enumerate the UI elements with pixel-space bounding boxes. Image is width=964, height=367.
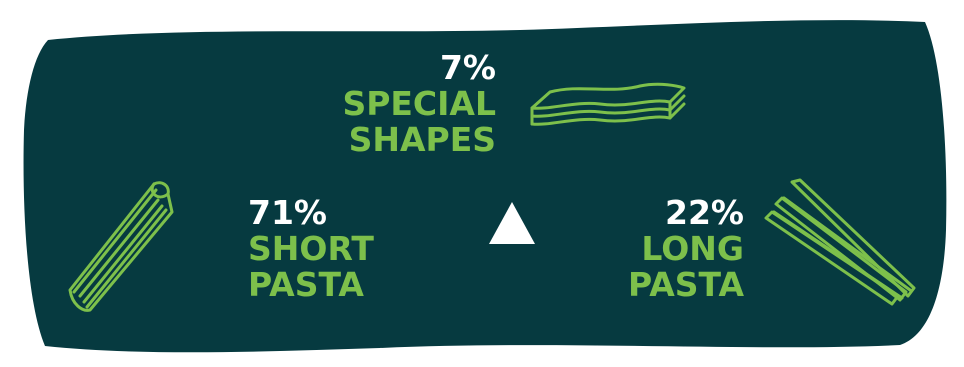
special-shapes-stat: 7% SPECIAL SHAPES (340, 50, 496, 158)
special-shapes-percent: 7% (439, 48, 496, 87)
short-pasta-percent: 71% (248, 193, 327, 232)
short-pasta-label-line1: SHORT (248, 229, 374, 268)
special-shapes-label-line1: SPECIAL (342, 84, 496, 123)
triangle-icon (489, 202, 535, 244)
long-pasta-label-line1: LONG (641, 229, 744, 268)
long-pasta-label-line2: PASTA (628, 265, 744, 304)
long-pasta-icon (764, 178, 916, 306)
long-pasta-percent: 22% (665, 193, 744, 232)
special-shapes-label-line2: SHAPES (348, 120, 496, 159)
penne-icon (68, 181, 174, 312)
long-pasta-stat: 22% LONG PASTA (592, 195, 744, 303)
short-pasta-stat: 71% SHORT PASTA (248, 195, 408, 303)
lasagna-sheets-icon (530, 82, 686, 126)
short-pasta-label-line2: PASTA (248, 265, 364, 304)
